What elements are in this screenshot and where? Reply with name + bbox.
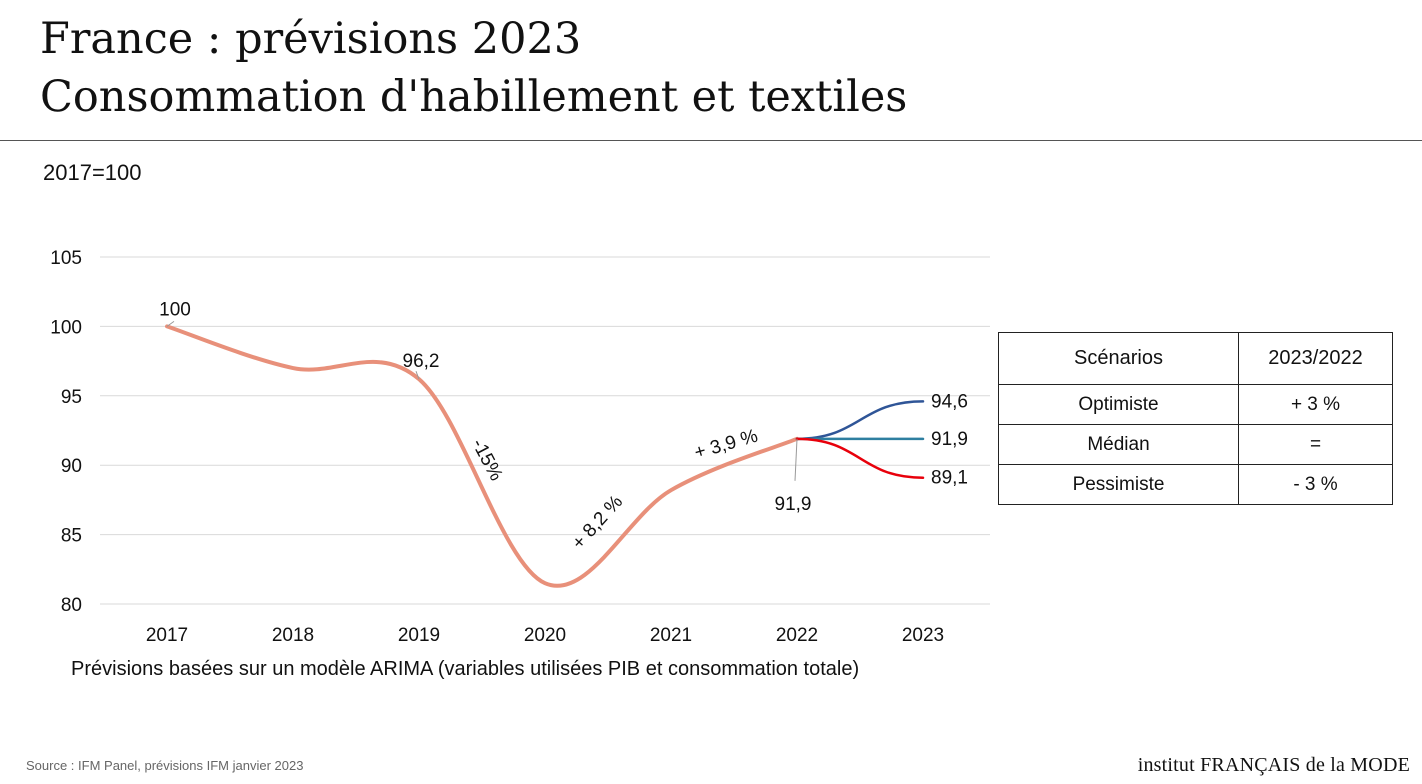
x-tick-label: 2017 — [146, 625, 188, 646]
leader-line — [415, 370, 420, 380]
end-label-optimiste: 94,6 — [931, 391, 968, 412]
annotation-rebound-2022: + 3,9 % — [692, 426, 760, 464]
x-tick-label: 2019 — [398, 625, 440, 646]
scenario-name: Médian — [998, 424, 1239, 465]
y-tick-label: 85 — [61, 526, 82, 547]
point-label-2022: 91,9 — [775, 494, 812, 515]
title-divider — [0, 140, 1422, 141]
scenarios-table: Scénarios 2023/2022 Optimiste + 3 % Médi… — [998, 332, 1393, 505]
series-optimiste-line — [795, 400, 925, 441]
source-note: Source : IFM Panel, prévisions IFM janvi… — [26, 758, 304, 773]
annotation-rebound-2021: + 8,2 % — [568, 491, 627, 553]
title-line-2: Consommation d'habillement et textiles — [40, 72, 908, 122]
leader-line — [794, 438, 798, 481]
header-scenarios: Scénarios — [998, 332, 1239, 385]
index-base-label: 2017=100 — [43, 160, 142, 185]
series-history-line — [165, 324, 799, 588]
series-pessimiste-line — [795, 437, 925, 479]
y-tick-label: 105 — [50, 248, 82, 269]
scenarios-header-row: Scénarios 2023/2022 — [998, 332, 1393, 385]
ifm-logo: institut FRANÇAIS de la MODE — [1137, 754, 1410, 776]
y-tick-label: 100 — [50, 317, 82, 338]
table-row: Médian = — [998, 424, 1393, 465]
leader-line — [166, 320, 175, 327]
y-tick-label: 95 — [61, 387, 82, 408]
scenario-value: - 3 % — [1238, 464, 1393, 505]
point-label-2019: 96,2 — [403, 351, 440, 372]
y-tick-label: 90 — [61, 456, 82, 477]
table-row: Pessimiste - 3 % — [998, 464, 1393, 505]
annotation-decline: -15% — [467, 435, 506, 484]
title-line-1: France : prévisions 2023 — [40, 14, 582, 64]
end-label-pessimiste: 89,1 — [931, 468, 968, 489]
x-tick-label: 2020 — [524, 625, 566, 646]
table-row: Optimiste + 3 % — [998, 384, 1393, 425]
x-tick-label: 2023 — [902, 625, 944, 646]
point-label-2017: 100 — [159, 299, 191, 320]
y-tick-label: 80 — [61, 595, 82, 616]
scenario-name: Pessimiste — [998, 464, 1239, 505]
end-label-median: 91,9 — [931, 429, 968, 450]
footnote: Prévisions basées sur un modèle ARIMA (v… — [71, 658, 860, 680]
header-ratio: 2023/2022 — [1238, 332, 1393, 385]
x-tick-label: 2018 — [272, 625, 314, 646]
scenario-value: + 3 % — [1238, 384, 1393, 425]
x-tick-label: 2021 — [650, 625, 692, 646]
scenario-value: = — [1238, 424, 1393, 465]
scenario-name: Optimiste — [998, 384, 1239, 425]
x-tick-label: 2022 — [776, 625, 818, 646]
line-chart: 80 85 90 95 100 105 2017 2018 2019 2020 2021 2022 20… — [50, 248, 990, 646]
chart-title: France : prévisions 2023 Consommation d'… — [40, 10, 907, 126]
